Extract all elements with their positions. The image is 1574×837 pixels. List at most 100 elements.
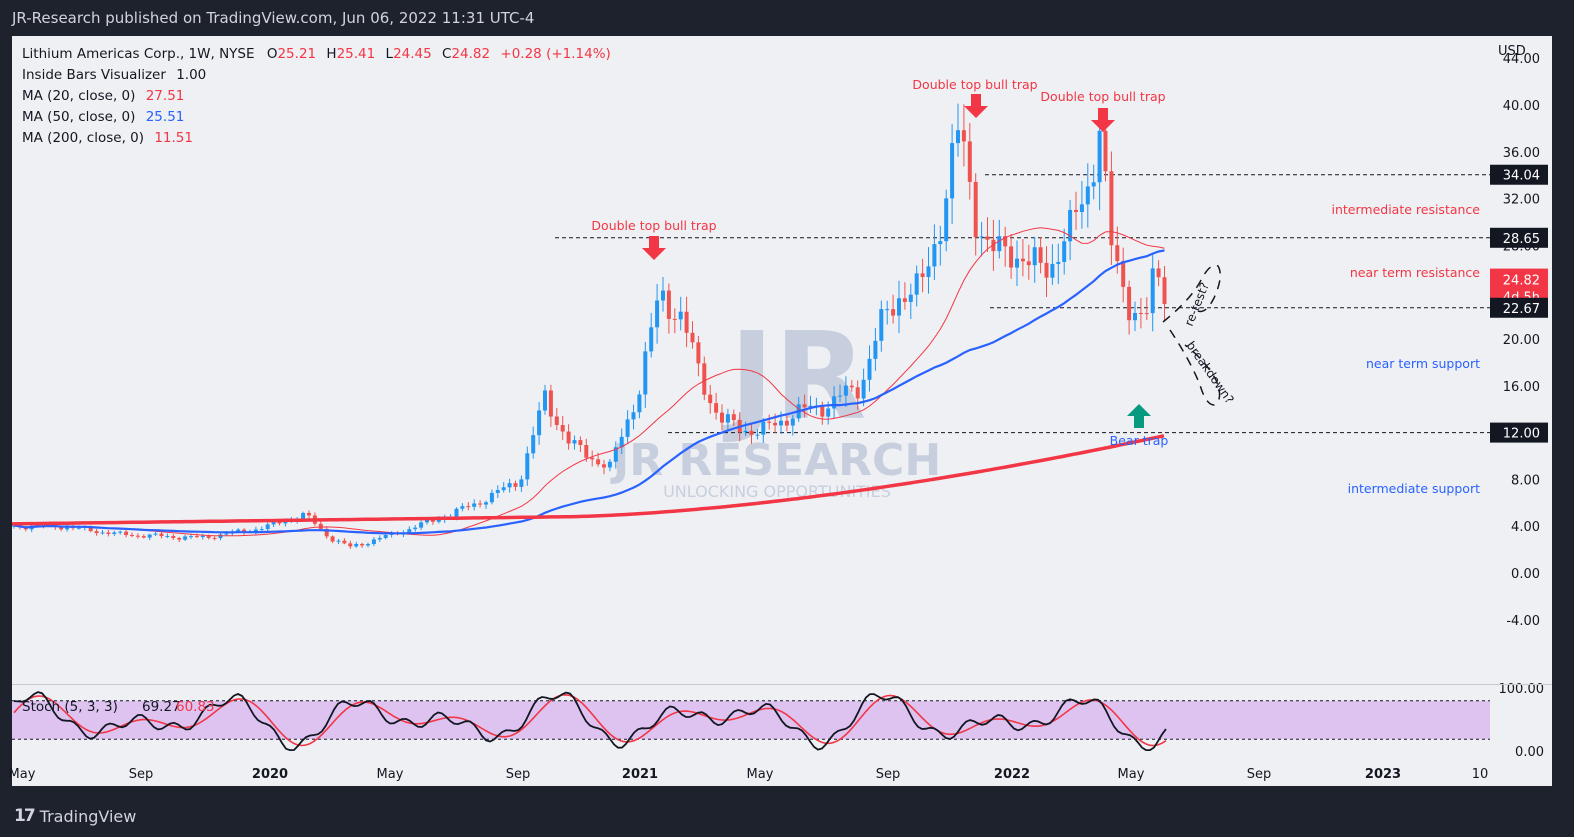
candle-body [436,519,441,522]
candle-body [702,363,707,395]
candle-body [678,311,683,320]
candle-body [708,394,713,404]
ma200-value: 11.51 [154,130,193,146]
candle-body [897,298,901,316]
candle-body [425,519,429,523]
candle-body [731,414,736,421]
candle-body [655,300,660,328]
candle-body [1133,312,1137,321]
candle-body [926,266,931,277]
candle-body [472,503,477,507]
candle-body [572,440,577,444]
candle-body [360,543,365,546]
legend-symbol-row[interactable]: Lithium Americas Corp., 1W, NYSE O25.21 … [22,44,611,65]
candle-body [1115,245,1120,262]
candle-body [513,483,518,487]
candle-body [348,543,353,547]
candle-body [1150,268,1155,314]
watermark-name: JR RESEARCH [610,435,941,486]
candle-body [371,539,376,545]
legend-ma200-row[interactable]: MA (200, close, 0) 11.51 [22,128,611,149]
candle-body [59,527,64,530]
candle-body [743,430,748,433]
candle-body [94,531,99,534]
candle-body [171,535,176,538]
y-tick-label: 40.00 [1503,99,1540,114]
tradingview-logo-icon: 17 [14,806,36,826]
stoch-k-value: 69.27 [142,699,181,715]
candle-body [478,503,483,505]
symbol-name: Lithium Americas Corp., 1W, NYSE [22,46,255,62]
candle-body [354,543,359,547]
legend-ma20-row[interactable]: MA (20, close, 0) 27.51 [22,86,611,107]
candle-body [902,298,907,302]
y-tick-label: 20.00 [1503,333,1540,348]
x-tick-label: May [1118,767,1145,782]
candle-body [100,532,105,534]
ohlc-close-label: C [442,46,452,62]
candle-body [153,533,158,535]
candle-body [725,414,730,423]
legend-ma50-row[interactable]: MA (50, close, 0) 25.51 [22,107,611,128]
candle-body [165,535,170,537]
candle-body [543,390,547,411]
candle-body [873,340,878,359]
tradingview-logo[interactable]: 17 TradingView [14,806,136,826]
y-tick-label: 16.00 [1503,380,1540,395]
currency-label: USD [1498,44,1526,59]
candle-body [183,536,188,540]
ma20-value: 27.51 [145,88,185,104]
candle-body [135,535,140,537]
price-axis-label: 28.65 [1503,232,1540,247]
candle-body [537,410,542,436]
candle-body [330,536,335,542]
candle-body [548,390,553,417]
ma200-line [11,434,1165,526]
candle-body [1056,261,1061,264]
candle-body [643,351,648,395]
candle-body [1156,268,1161,278]
candle-body [867,358,872,380]
candle-body [956,130,960,144]
candle-body [560,425,565,432]
candle-body [790,418,795,426]
candle-body [1032,247,1037,266]
stoch-tick-label: 0.00 [1515,745,1544,760]
candle-body [1079,204,1084,213]
price-axis-pane [1490,36,1552,760]
candle-body [430,519,435,522]
price-axis-box [1490,164,1548,185]
arrow-down-icon [964,94,988,118]
candle-body [1138,312,1143,314]
price-axis-label: 22.67 [1503,302,1540,317]
candle-body [147,534,152,538]
x-tick-label: 2022 [994,767,1030,782]
x-tick-label: May [9,767,36,782]
legend-indicator-row[interactable]: Inside Bars Visualizer 1.00 [22,65,611,86]
candle-body [684,311,689,333]
candle-body [979,236,984,238]
candle-body [602,464,606,468]
price-axis-box [1490,422,1548,443]
candle-body [584,444,589,458]
candle-body [879,309,884,341]
candle-body [88,526,93,532]
candle-body [118,531,123,533]
level-label: intermediate support [1348,481,1480,496]
x-tick-label: Sep [1247,767,1272,782]
candle-body [596,459,601,465]
candle-body [843,385,848,396]
candle-body [838,395,842,397]
stoch-d-value: 60.83 [176,699,215,715]
candle-body [65,527,70,530]
candle-body [454,508,459,517]
level-label: near term resistance [1350,265,1480,280]
candle-body [130,535,134,537]
candle-body [224,533,229,535]
candle-body [460,506,465,509]
candle-body [1127,286,1132,321]
candle-body [920,273,925,277]
candle-body [194,536,199,538]
candle-body [891,309,896,316]
